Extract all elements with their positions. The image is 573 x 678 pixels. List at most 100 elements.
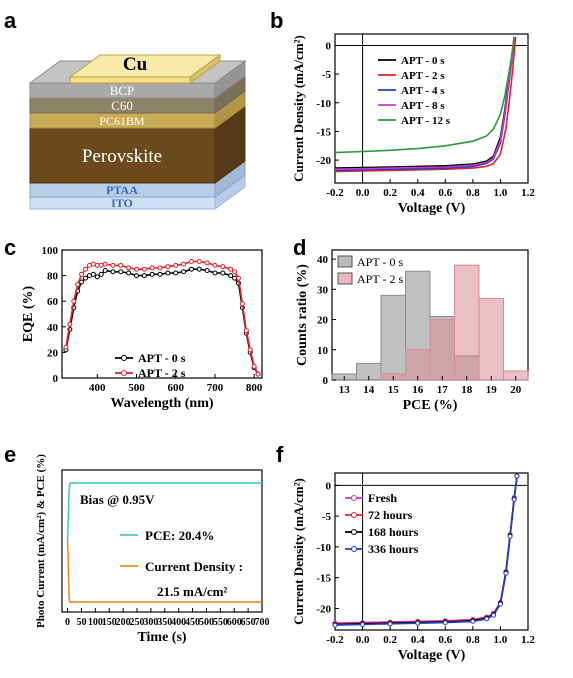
label-ito: ITO [111,196,133,210]
d-bar-1 [429,319,455,381]
layer-perovskite [29,127,216,184]
c-ytick-label: 20 [47,347,59,359]
c-data-point [79,279,85,285]
c-data-point [220,270,226,276]
c-data-point [239,301,245,307]
c-data-point [188,259,194,265]
c-data-point [196,259,202,265]
f-data-point [484,616,490,622]
device-stack-diagram: Cu BCP C60 PC61BM Perovskite PTAA ITO [28,54,247,210]
f-data-point [514,473,520,479]
d-legend-label-0: APT - 0 s [357,255,403,269]
b-legend-label-2: APT - 4 s [401,85,445,97]
d-bar-1 [454,264,480,381]
b-xtick-label: 0.6 [438,187,452,199]
f-ytick-label: 0 [326,480,332,492]
c-xtick-label: 500 [128,382,145,394]
d-xtick-label: 14 [363,384,375,396]
c-data-point [83,266,89,272]
label-cu: Cu [123,54,148,75]
e-yaxis-label: Photo Current (mA/cm²) & PCE (%) [35,454,47,628]
b-xtick-label: 1.2 [521,187,535,199]
b-legend-label-3: APT - 8 s [401,100,445,112]
b-ytick-label: -10 [316,98,331,110]
e-xtick-label: 300 [143,617,158,628]
c-data-point [102,267,108,273]
e-annotation-current: Current Density : [145,559,243,574]
b-ytick-label: -15 [316,126,331,138]
d-bar-1 [405,349,431,381]
c-data-point [228,273,234,279]
c-data-point [98,271,104,277]
d-xtick-label: 15 [388,384,400,396]
c-data-point [181,269,187,275]
c-data-point [149,271,155,277]
f-xtick-label: 0.4 [411,634,425,646]
d-xtick-label: 17 [437,384,449,396]
c-data-point [228,266,234,272]
e-annotation-bias: Bias @ 0.95V [80,492,155,507]
c-plot-frame [61,249,263,379]
label-c60: C60 [111,98,133,113]
c-data-point [204,260,210,266]
layer-cu-side [189,54,221,84]
c-data-point [232,275,238,281]
f-data-point [470,618,476,624]
d-xtick-label: 19 [486,384,498,396]
b-xaxis-label: Voltage (V) [398,201,466,216]
f-data-point [491,612,497,618]
d-yaxis-label: Counts ratio (%) [295,264,310,366]
d-ytick-label: 40 [317,254,329,266]
d-xtick-label: 20 [510,384,522,396]
f-legend-label-3: 336 hours [368,542,419,556]
c-data-point [188,266,194,272]
f-data-point [503,570,509,576]
c-data-point [83,275,89,281]
e-xtick-label: 700 [255,617,270,628]
c-legend-label-0: APT - 0 s [138,351,186,365]
c-data-point [220,264,226,270]
c-data-point [79,271,85,277]
b-yaxis-label: Current Density (mA/cm²) [291,35,306,182]
c-data-point [181,261,187,267]
e-series-line-1 [66,540,262,603]
d-legend-label-1: APT - 2 s [357,272,403,286]
b-xtick-label: -0.2 [326,187,344,199]
c-data-point [255,371,261,377]
c-data-point [98,262,104,268]
c-data-point [75,282,81,288]
c-data-point [86,262,92,268]
c-xtick-label: 600 [167,382,184,394]
c-data-point [196,266,202,272]
d-bar-0 [380,294,406,381]
c-xtick-label: 400 [89,382,106,394]
panel-letter-f: f [276,442,284,467]
f-legend-marker-3 [351,546,357,552]
label-ptaa: PTAA [106,183,138,197]
c-legend-label-1: APT - 2 s [138,366,186,380]
c-yaxis-label: EQE (%) [21,285,36,342]
b-xtick-label: 1.0 [494,187,508,199]
b-series-line-3 [334,36,515,170]
f-xtick-label: 1.0 [494,634,508,646]
label-bcp: BCP [110,83,135,98]
c-data-point [235,275,241,281]
panel-letter-a: a [4,8,17,33]
c-data-point [141,266,147,272]
d-xaxis-label: PCE (%) [403,398,458,413]
panel-letter-b: b [270,8,283,33]
c-data-point [173,262,179,268]
c-data-point [157,271,163,277]
c-data-point [232,269,238,275]
f-ytick-label: -15 [316,573,331,585]
c-data-point [110,262,116,268]
f-xtick-label: 0.8 [466,634,480,646]
d-xtick-label: 18 [461,384,473,396]
b-plot-frame [334,33,529,184]
c-xtick-label: 800 [246,382,263,394]
b-xtick-label: 0.8 [466,187,480,199]
e-annotation-current-value: 21.5 mA/cm² [157,584,227,599]
f-data-point [442,620,448,626]
c-data-point [90,261,96,267]
f-legend-label-2: 168 hours [368,525,419,539]
